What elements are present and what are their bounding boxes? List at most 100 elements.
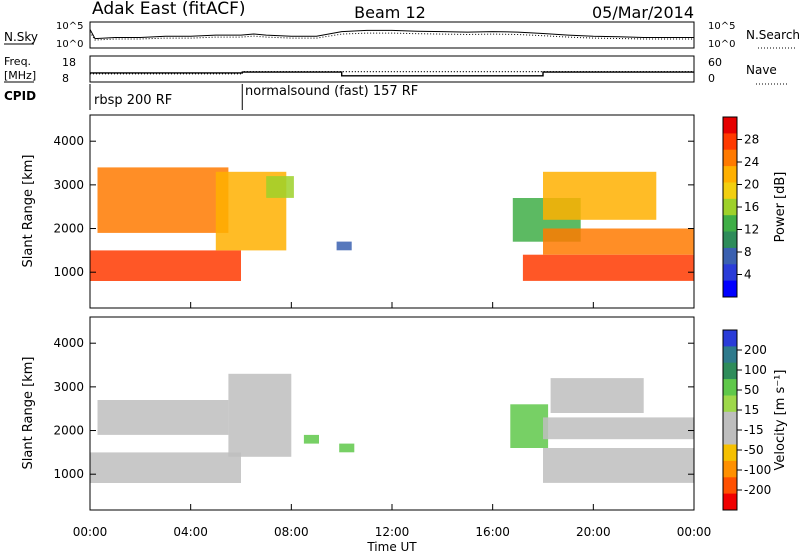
figure-title: Adak East (fitACF)	[92, 0, 246, 19]
noise-panel-frame	[89, 21, 695, 49]
freq-label-line2: [MHz]	[4, 69, 36, 82]
velocity-y-axis-label: Slant Range [km]	[21, 357, 36, 470]
velocity-colorbar-swatch-7	[723, 444, 737, 462]
nave-tick-top: 60	[708, 56, 722, 69]
power-colorbar-label: Power [dB]	[773, 172, 788, 243]
noise-sky-line	[89, 29, 694, 40]
velocity-heatmap	[90, 373, 694, 483]
noise-right-tick-top: 10^5	[708, 21, 735, 32]
power-colorbar-tick-label-1: 24	[744, 155, 759, 169]
velocity-colorbar-swatch-4	[723, 395, 737, 413]
velocity-colorbar-swatch-3	[723, 379, 737, 396]
cpid-mode-1: rbsp 200 RF	[94, 93, 172, 108]
velocity-colorbar: 200 100 50 15 -15 -50 -100 -200 Velocity [m s⁻¹…	[722, 329, 788, 511]
velocity-colorbar-label: Velocity [m s⁻¹]	[773, 370, 788, 471]
freq-tick-top: 18	[62, 56, 76, 69]
velocity-colorbar-swatch-1	[723, 346, 737, 364]
power-y-ticks: 1000 2000 3000 4000	[53, 134, 694, 279]
date-label: 05/Mar/2014	[592, 3, 694, 22]
noise-right-label: N.Search	[746, 28, 800, 42]
velocity-colorbar-swatch-5	[723, 411, 737, 429]
power-colorbar-swatch-6	[723, 215, 737, 233]
x-tick-label-1: 04:00	[173, 525, 208, 539]
heat-region-0	[90, 250, 241, 281]
heat-region-6	[522, 254, 694, 281]
velocity-y-ticks: 1000 2000 3000 4000	[53, 336, 694, 481]
x-axis-ticks: 00:00 04:00 08:00 12:00 16:00 20:00 00:00	[73, 302, 712, 539]
x-tick-label-0: 00:00	[73, 525, 108, 539]
power-colorbar: 28 24 20 16 12 8 4 Power [dB]	[722, 116, 788, 298]
x-tick-label-5: 20:00	[576, 525, 611, 539]
nave-line	[90, 70, 694, 75]
x-axis-label: Time UT	[366, 540, 417, 554]
power-colorbar-tick-label-2: 20	[744, 178, 759, 192]
freq-tick-bottom: 8	[62, 72, 69, 85]
power-colorbar-swatch-10	[723, 280, 737, 298]
velocity-colorbar-swatch-2	[723, 362, 737, 380]
y-tick-label-2: 3000	[53, 380, 84, 394]
power-colorbar-swatch-1	[723, 133, 737, 151]
velocity-colorbar-tick-label-0: 200	[744, 343, 767, 357]
heat-region-5	[510, 404, 549, 448]
noise-panel: N.Sky 10^5 10^0 10^5 10^0 N.Search	[4, 21, 800, 50]
power-colorbar-swatch-9	[723, 264, 737, 282]
heat-region-2	[228, 373, 292, 457]
velocity-colorbar-tick-label-7: -200	[744, 483, 771, 497]
velocity-colorbar-swatch-9	[723, 477, 737, 495]
velocity-colorbar-tick-label-4: -15	[744, 423, 764, 437]
x-tick-label-4: 16:00	[475, 525, 510, 539]
power-colorbar-swatch-2	[723, 149, 737, 167]
velocity-colorbar-tick-label-3: 15	[744, 403, 759, 417]
power-heatmap	[90, 167, 694, 281]
y-tick-label-2: 3000	[53, 178, 84, 192]
velocity-colorbar-swatch-10	[723, 493, 737, 511]
power-colorbar-swatch-7	[723, 231, 737, 249]
x-tick-label-3: 12:00	[375, 525, 410, 539]
heat-region-4	[336, 241, 352, 251]
cpid-panel: CPID rbsp 200 RF normalsound (fast) 157 …	[4, 84, 418, 110]
y-tick-label-1: 2000	[53, 424, 84, 438]
nave-tick-bottom: 0	[708, 72, 715, 85]
x-tick-label-2: 08:00	[274, 525, 309, 539]
heat-region-0	[90, 452, 241, 483]
x-tick-label-6: 00:00	[677, 525, 712, 539]
power-colorbar-swatch-4	[723, 182, 737, 200]
power-colorbar-swatch-8	[723, 247, 737, 265]
velocity-colorbar-swatch-0	[723, 330, 737, 347]
heat-region-4	[339, 443, 355, 453]
y-tick-label-0: 1000	[53, 265, 84, 279]
noise-left-tick-top: 10^5	[56, 21, 83, 32]
y-tick-label-3: 4000	[53, 134, 84, 148]
heat-region-3	[266, 176, 294, 198]
velocity-colorbar-tick-label-2: 50	[744, 383, 759, 397]
velocity-panel: 1000 2000 3000 4000 Slant Range [km]	[21, 316, 695, 511]
velocity-colorbar-tick-label-6: -100	[744, 463, 771, 477]
heat-region-8	[543, 171, 657, 220]
heat-region-8	[550, 378, 644, 413]
noise-left-tick-bottom: 10^0	[56, 39, 83, 50]
power-colorbar-tick-label-5: 8	[744, 245, 752, 259]
heat-region-6	[543, 448, 694, 483]
power-colorbar-swatch-0	[723, 117, 737, 134]
y-tick-label-3: 4000	[53, 336, 84, 350]
beam-label: Beam 12	[354, 3, 426, 22]
velocity-colorbar-swatch-6	[723, 428, 737, 446]
power-colorbar-tick-label-4: 12	[744, 223, 759, 237]
nave-label: Nave	[746, 63, 777, 77]
power-colorbar-swatch-5	[723, 198, 737, 216]
velocity-colorbar-swatch-8	[723, 460, 737, 478]
heat-region-1	[97, 400, 229, 435]
velocity-colorbar-tick-label-1: 100	[744, 363, 767, 377]
power-panel: 1000 2000 3000 4000 Slant Range [km]	[21, 114, 695, 309]
noise-left-label: N.Sky	[4, 30, 38, 44]
power-colorbar-tick-label-0: 28	[744, 133, 759, 147]
cpid-label: CPID	[4, 89, 36, 103]
heat-region-7	[543, 417, 694, 440]
power-colorbar-tick-label-6: 4	[744, 268, 752, 282]
power-colorbar-tick-label-3: 16	[744, 200, 759, 214]
y-tick-label-1: 2000	[53, 222, 84, 236]
y-tick-label-0: 1000	[53, 467, 84, 481]
velocity-colorbar-frame	[722, 329, 738, 511]
heat-region-1	[97, 167, 229, 233]
